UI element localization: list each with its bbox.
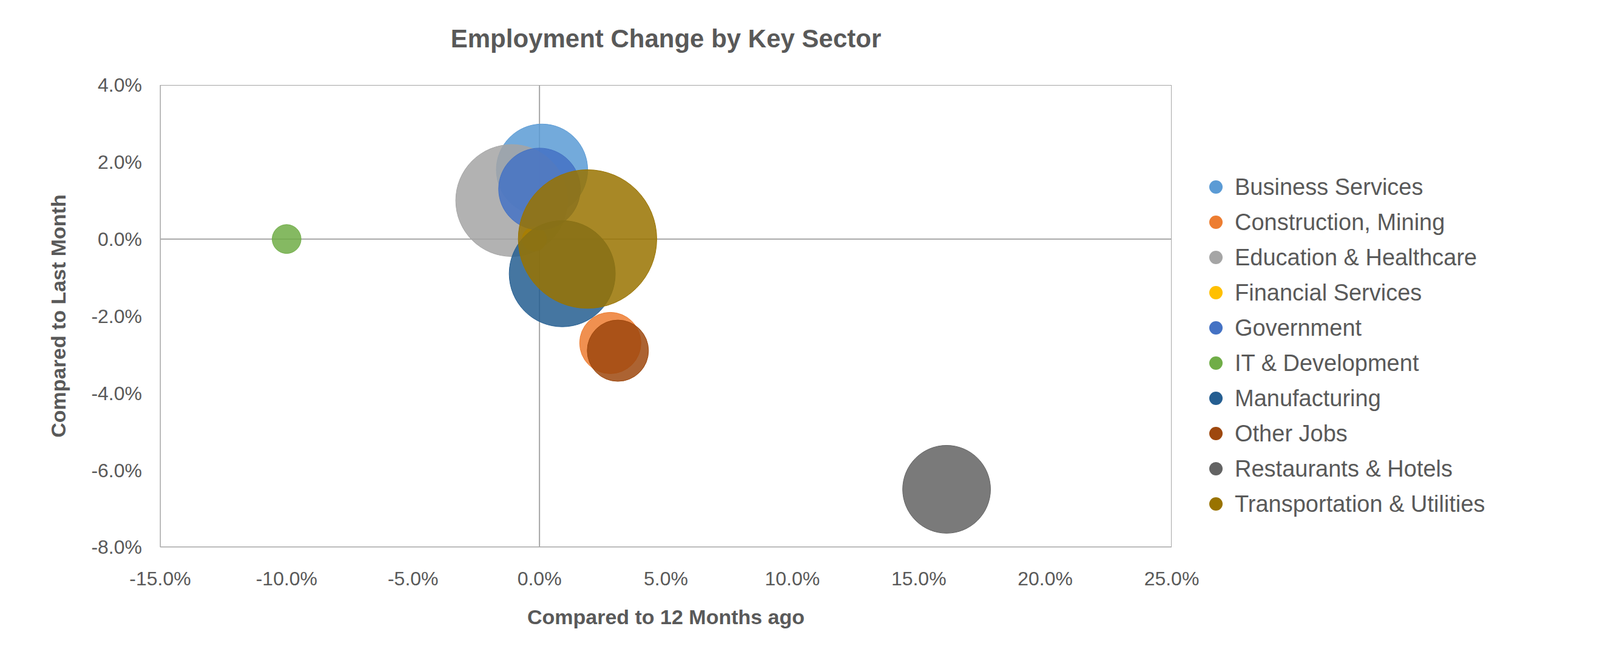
html-text:Government: Government (1234, 314, 1362, 341)
svg-text:15.0%: 15.0% (891, 567, 947, 590)
html-text:Transportation & Utilities: Transportation & Utilities (1234, 490, 1486, 517)
html-text:Business Services: Business Services (1234, 173, 1424, 200)
html-text:Restaurants & Hotels: Restaurants & Hotels (1234, 455, 1453, 481)
svg-text:-4.0%: -4.0% (91, 382, 142, 405)
html-text:Financial Services: Financial Services (1234, 279, 1422, 305)
svg-text:5.0%: 5.0% (643, 567, 689, 590)
svg-text:-10.0%: -10.0% (256, 567, 318, 590)
svg-text:-8.0%: -8.0% (91, 535, 142, 558)
svg-text:0.0%: 0.0% (517, 567, 562, 590)
svg-text:Compared to 12 Months ago: Compared to 12 Months ago (527, 604, 805, 628)
html-text:Other Jobs: Other Jobs (1234, 420, 1348, 446)
svg-text:-2.0%: -2.0% (91, 305, 142, 328)
svg-text:10.0%: 10.0% (765, 567, 821, 590)
html-text:Manufacturing: Manufacturing (1234, 384, 1381, 411)
svg-text:4.0%: 4.0% (97, 74, 142, 96)
svg-text:0.0%: 0.0% (97, 228, 142, 250)
svg-text:20.0%: 20.0% (1017, 567, 1073, 590)
svg-text:25.0%: 25.0% (1144, 567, 1200, 590)
html-text:IT & Development: IT & Development (1234, 349, 1419, 376)
html-text:Employment Change by Key Secto: Employment Change by Key Sector (450, 24, 882, 53)
html-text:Education & Healthcare: Education & Healthcare (1234, 244, 1478, 270)
svg-text:Compared to Last Month: Compared to Last Month (46, 194, 70, 437)
svg-text:-5.0%: -5.0% (387, 567, 439, 590)
svg-text:-15.0%: -15.0% (129, 567, 191, 590)
svg-text:-6.0%: -6.0% (91, 459, 142, 482)
html-text:Construction, Mining: Construction, Mining (1234, 209, 1445, 235)
svg-text:2.0%: 2.0% (97, 151, 142, 173)
